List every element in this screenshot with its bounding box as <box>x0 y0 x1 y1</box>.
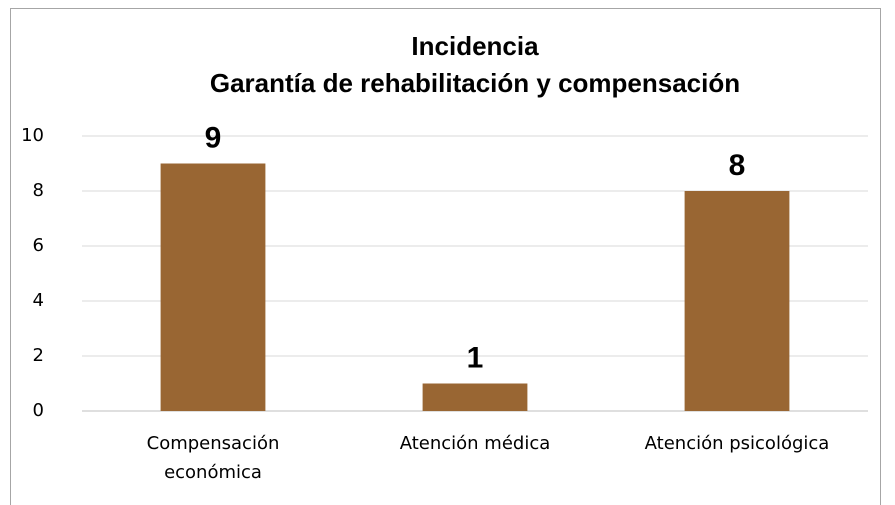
x-tick-label: Compensación económica <box>146 433 280 483</box>
chart-title: Incidencia <box>411 31 539 61</box>
bar <box>684 191 790 411</box>
y-tick-label: 8 <box>33 180 44 201</box>
value-label: 1 <box>467 341 484 374</box>
y-tick-label: 2 <box>33 345 44 366</box>
y-tick-label: 6 <box>33 235 44 256</box>
value-label: 9 <box>205 121 222 154</box>
y-tick-label: 10 <box>21 125 44 146</box>
x-tick-label: Atención psicológica <box>644 433 830 454</box>
bar <box>422 383 528 411</box>
value-label: 8 <box>729 149 746 182</box>
y-tick-label: 4 <box>33 290 44 311</box>
x-tick-label: Atención médica <box>399 433 551 454</box>
chart-title: Garantía de rehabilitación y compensació… <box>210 68 740 98</box>
y-tick-label: 0 <box>33 400 44 421</box>
bar <box>160 163 266 411</box>
